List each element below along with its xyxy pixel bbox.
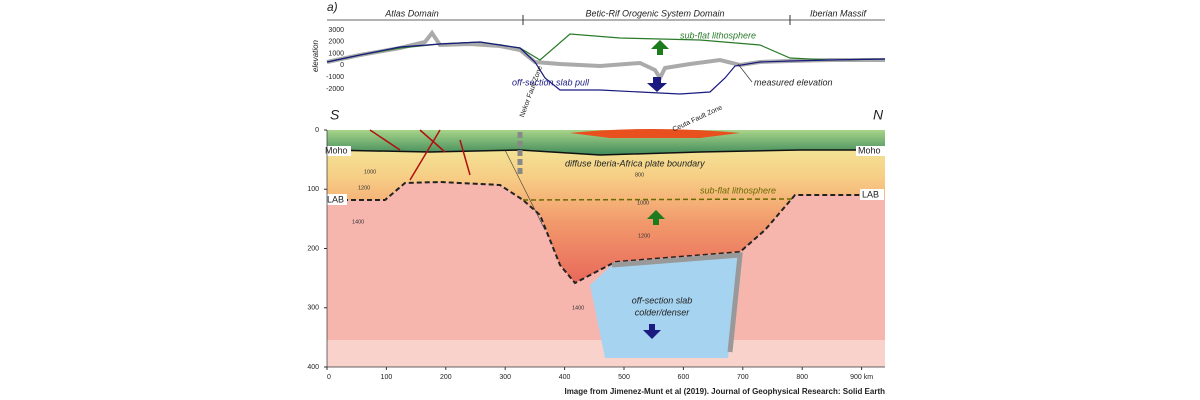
isotherm: 1200 bbox=[638, 233, 650, 239]
panel-label: a) bbox=[327, 0, 338, 14]
label-bg bbox=[856, 146, 885, 156]
annotation: measured elevation bbox=[754, 77, 833, 87]
compass: S bbox=[330, 107, 340, 123]
moho-label: Moho bbox=[325, 145, 348, 155]
label-bg bbox=[325, 194, 347, 205]
tick-label: 100 bbox=[307, 186, 319, 193]
annotation: off-section slab pull bbox=[512, 77, 590, 87]
annotation: Ceuta Fault Zone bbox=[672, 104, 724, 133]
moho-label: Moho bbox=[858, 145, 881, 155]
tick-label: -1000 bbox=[326, 74, 344, 81]
isotherm: 1400 bbox=[572, 305, 584, 311]
up-arrow bbox=[647, 210, 665, 225]
tick-label: 0 bbox=[340, 62, 344, 69]
subflat-line bbox=[522, 198, 796, 201]
tick-label: 200 bbox=[440, 374, 452, 381]
tick-label: 3000 bbox=[328, 27, 344, 34]
tick-label: 2000 bbox=[328, 39, 344, 46]
moho-line bbox=[326, 149, 885, 156]
tick-label: 800 bbox=[796, 374, 808, 381]
blue-profile bbox=[326, 41, 886, 95]
domain: Betic-Rif Orogenic System Domain bbox=[585, 8, 724, 18]
slab-label: colder/denser bbox=[635, 307, 691, 317]
tick-label: 600 bbox=[678, 374, 690, 381]
crust bbox=[327, 130, 885, 155]
domain: Atlas Domain bbox=[384, 8, 439, 18]
tick-label: 100 bbox=[381, 374, 393, 381]
tick-label: 200 bbox=[307, 245, 319, 252]
isotherm: 1000 bbox=[637, 200, 649, 206]
compass: N bbox=[873, 107, 884, 123]
isotherm: 1000 bbox=[364, 169, 376, 175]
pointer bbox=[737, 63, 753, 83]
annotation: diffuse Iberia-Africa plate boundary bbox=[565, 158, 705, 168]
measured-elevation bbox=[326, 29, 885, 83]
basin bbox=[570, 129, 740, 138]
tick-label: -2000 bbox=[326, 86, 344, 93]
label-bg bbox=[860, 189, 884, 200]
slab-edge bbox=[611, 252, 743, 353]
annotation: Nekor Fault Zone bbox=[519, 65, 544, 118]
label-bg bbox=[323, 146, 351, 156]
slab bbox=[590, 255, 740, 358]
tick-label: 1000 bbox=[328, 50, 344, 57]
annotation: sub-flat lithosphere bbox=[700, 185, 776, 195]
tick-label: 700 bbox=[737, 374, 749, 381]
lab-label: LAB bbox=[327, 194, 344, 204]
up-arrow bbox=[651, 40, 669, 55]
annotation: sub-flat lithosphere bbox=[680, 30, 756, 40]
tick-label: 300 bbox=[499, 374, 511, 381]
lab-label: LAB bbox=[862, 189, 879, 199]
slab-label: off-section slab bbox=[632, 295, 693, 305]
tick-label: 900 km bbox=[850, 374, 873, 381]
caption: Image from Jimenez-Munt et al (2019). Jo… bbox=[564, 387, 885, 396]
isotherm: 1400 bbox=[352, 219, 364, 225]
tick-label: 400 bbox=[307, 364, 319, 371]
tick-label: 0 bbox=[315, 127, 319, 134]
tick-label: 500 bbox=[618, 374, 630, 381]
isotherm: 1200 bbox=[358, 185, 370, 191]
down-arrow bbox=[647, 77, 667, 92]
faults bbox=[369, 129, 471, 181]
down-arrow bbox=[643, 324, 661, 339]
axis-label: elevation bbox=[311, 39, 320, 72]
lithosphere bbox=[327, 130, 885, 283]
fault-trace bbox=[504, 149, 546, 231]
tick-label: 400 bbox=[559, 374, 571, 381]
isotherm: 800 bbox=[635, 172, 644, 178]
green-profile bbox=[326, 33, 886, 63]
lab-line bbox=[327, 180, 885, 285]
tick-label: 300 bbox=[307, 305, 319, 312]
tick-label: 0 bbox=[327, 374, 331, 381]
domain: Iberian Massif bbox=[810, 8, 868, 18]
